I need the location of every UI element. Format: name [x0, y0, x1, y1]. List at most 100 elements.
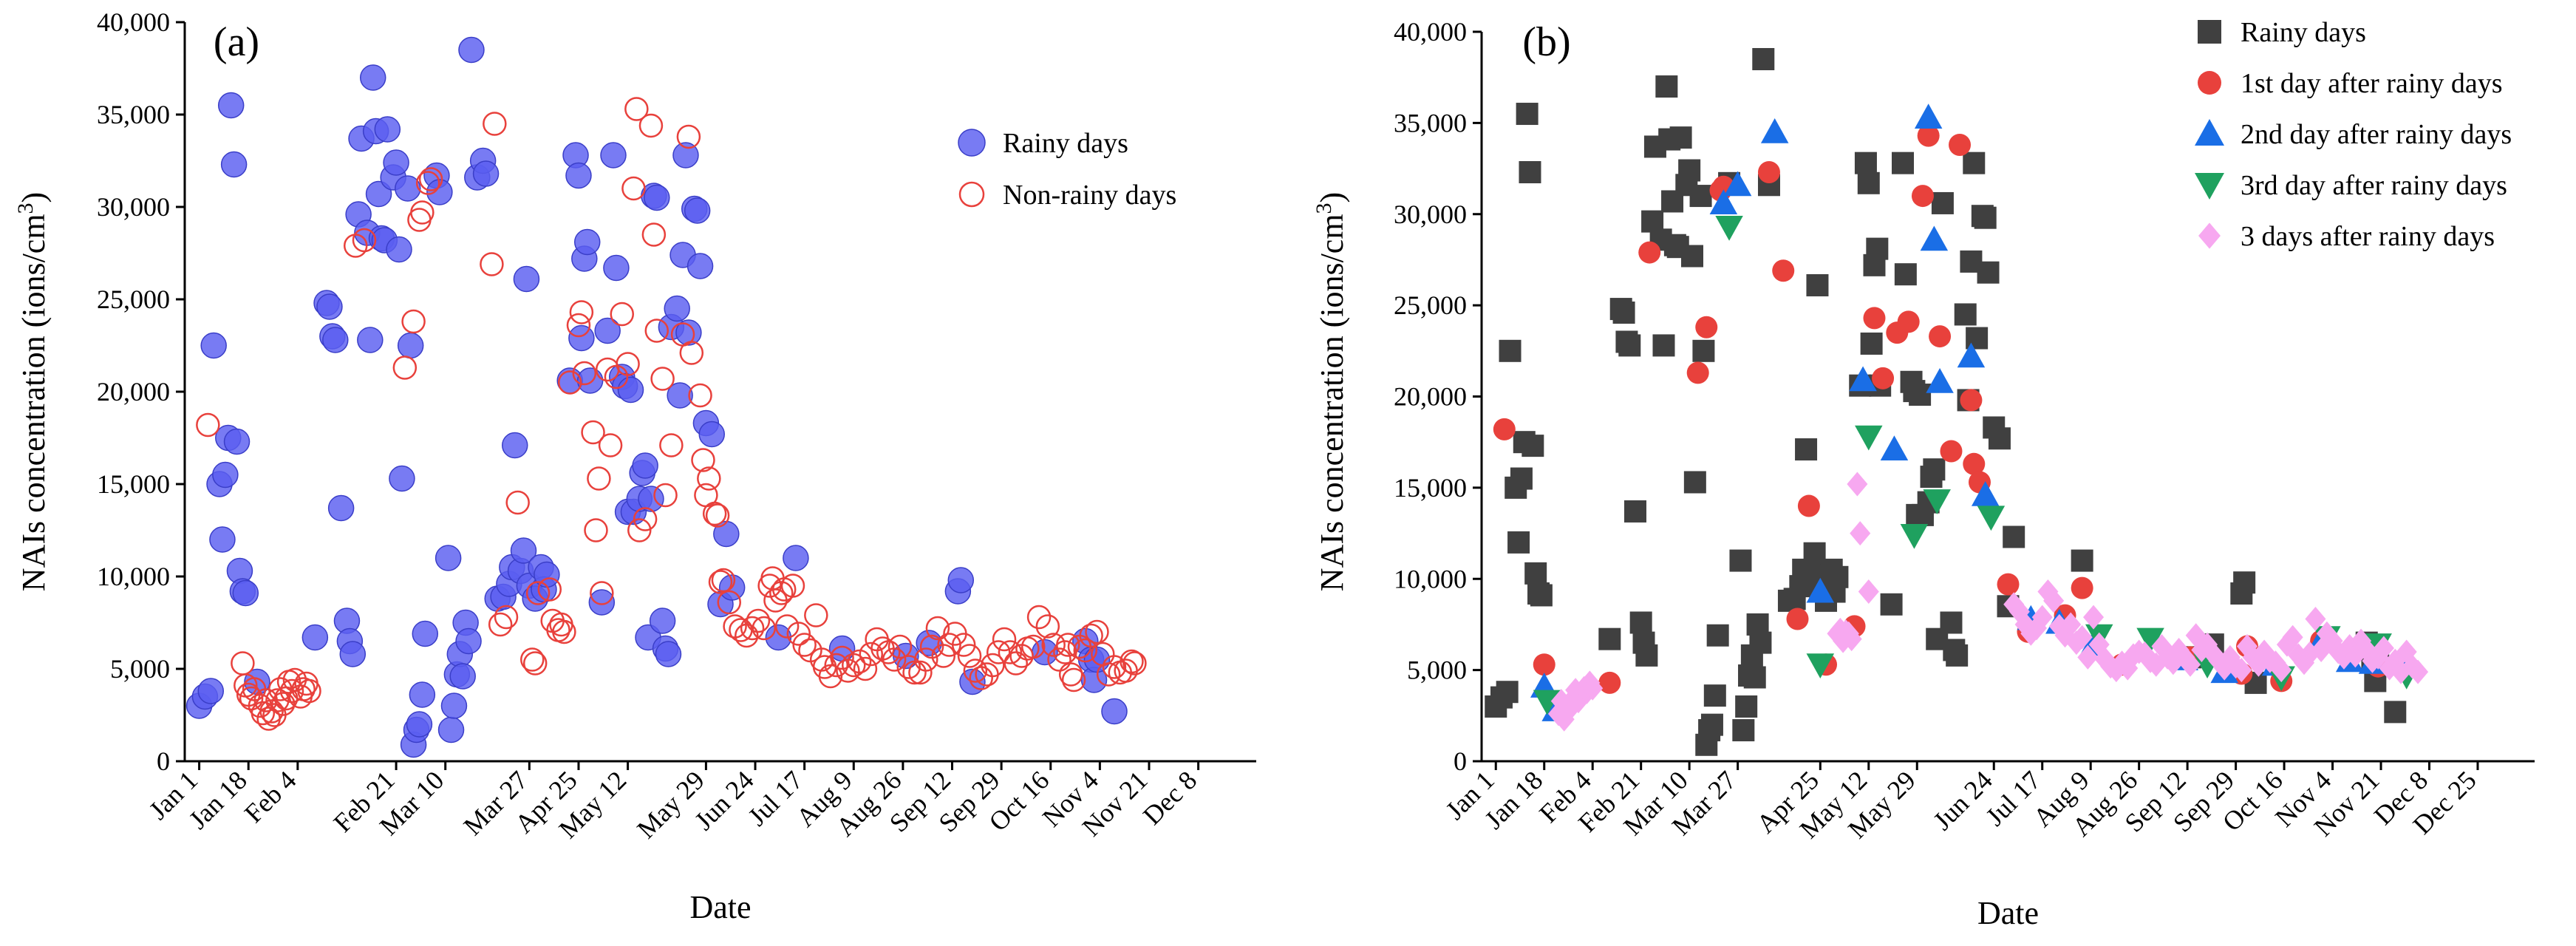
legend-label: 3rd day after rainy days	[2241, 170, 2507, 201]
data-point	[1857, 171, 1880, 194]
data-point	[357, 327, 384, 353]
data-point	[458, 36, 485, 64]
data-point	[534, 561, 560, 588]
data-point	[1655, 75, 1678, 98]
panel-label: (a)	[214, 19, 259, 65]
data-point	[783, 545, 809, 571]
data-point	[624, 97, 649, 121]
data-point	[2299, 641, 2320, 666]
data-point	[573, 228, 601, 256]
legend: Rainy days Non-rainy days	[958, 128, 1176, 211]
panel-b: 0 5,000 10,000 15,000 20,000 25,000 30,000 35,0…	[1312, 17, 2535, 931]
data-point	[270, 692, 296, 716]
data-point	[1923, 458, 1946, 481]
data-point	[632, 452, 658, 479]
data-point	[1715, 216, 1743, 241]
data-point	[947, 567, 975, 593]
data-point	[908, 660, 933, 685]
data-point	[1797, 494, 1820, 517]
data-point	[1493, 418, 1516, 440]
data-point	[2271, 658, 2292, 683]
data-point	[397, 332, 424, 359]
data-point	[830, 645, 854, 670]
data-point	[472, 160, 500, 187]
data-point	[705, 503, 730, 528]
data-point	[2197, 632, 2218, 657]
legend-marker	[2198, 20, 2221, 44]
data-point	[1533, 690, 1561, 715]
data-point	[649, 608, 676, 634]
x-tick-label: Jun 24	[1927, 765, 1997, 835]
data-point	[2339, 634, 2360, 659]
data-point	[1855, 425, 1883, 451]
data-point	[616, 352, 640, 376]
data-point	[1909, 384, 1932, 406]
data-point	[1703, 684, 1726, 707]
data-point	[1035, 614, 1060, 639]
x-tick-label: Feb 4	[239, 765, 302, 828]
data-point	[2071, 576, 2093, 599]
data-point	[1058, 662, 1083, 687]
panel-label: (b)	[1522, 19, 1570, 65]
data-point	[1847, 472, 1868, 497]
data-point	[1849, 366, 1877, 392]
data-point	[1507, 531, 1530, 554]
data-point	[409, 681, 436, 708]
data-point	[1073, 638, 1098, 663]
data-point	[232, 579, 259, 607]
x-axis-label: Date	[1977, 895, 2039, 931]
data-point	[1988, 427, 2011, 450]
data-point	[584, 518, 608, 542]
data-point	[1004, 651, 1028, 676]
legend-label: 3 days after rainy days	[2241, 221, 2495, 252]
data-point	[505, 490, 530, 515]
data-point	[1946, 644, 1969, 667]
data-point	[1806, 653, 1835, 678]
data-point	[251, 701, 276, 726]
data-point	[644, 319, 669, 343]
data-point	[2379, 656, 2400, 681]
data-point	[513, 265, 540, 293]
data-point	[576, 367, 604, 394]
data-point	[590, 581, 614, 605]
y-tick-label: 0	[157, 746, 170, 776]
data-point	[603, 254, 630, 282]
data-point	[650, 367, 675, 391]
data-point	[746, 608, 771, 633]
data-point	[617, 376, 644, 404]
data-point	[196, 412, 220, 438]
data-point	[1629, 611, 1652, 634]
data-point	[1102, 655, 1127, 679]
data-point	[488, 612, 513, 637]
data-point	[711, 568, 736, 593]
data-point	[627, 518, 652, 542]
data-point	[1974, 206, 1997, 229]
data-point	[365, 180, 392, 208]
data-point	[887, 634, 913, 659]
data-point	[792, 633, 817, 657]
data-point	[223, 428, 251, 455]
data-point	[998, 640, 1023, 664]
data-point	[1795, 438, 1818, 461]
data-point	[1850, 521, 1871, 546]
data-point	[322, 327, 349, 353]
data-point	[415, 171, 440, 195]
data-point	[1695, 316, 1718, 338]
data-point	[1519, 160, 1541, 183]
data-point	[297, 678, 321, 704]
data-point	[1533, 653, 1556, 676]
data-point	[1709, 189, 1738, 214]
data-point	[780, 574, 805, 598]
data-point	[1618, 334, 1641, 357]
data-point	[494, 605, 519, 630]
data-point	[667, 382, 693, 409]
y-tick-label: 5,000	[110, 654, 170, 684]
data-point	[610, 302, 635, 327]
data-point	[2043, 588, 2065, 613]
data-point	[1826, 565, 1849, 588]
data-point	[1700, 713, 1723, 736]
data-point	[1772, 259, 1795, 282]
data-point	[383, 149, 409, 176]
data-point	[697, 466, 721, 491]
